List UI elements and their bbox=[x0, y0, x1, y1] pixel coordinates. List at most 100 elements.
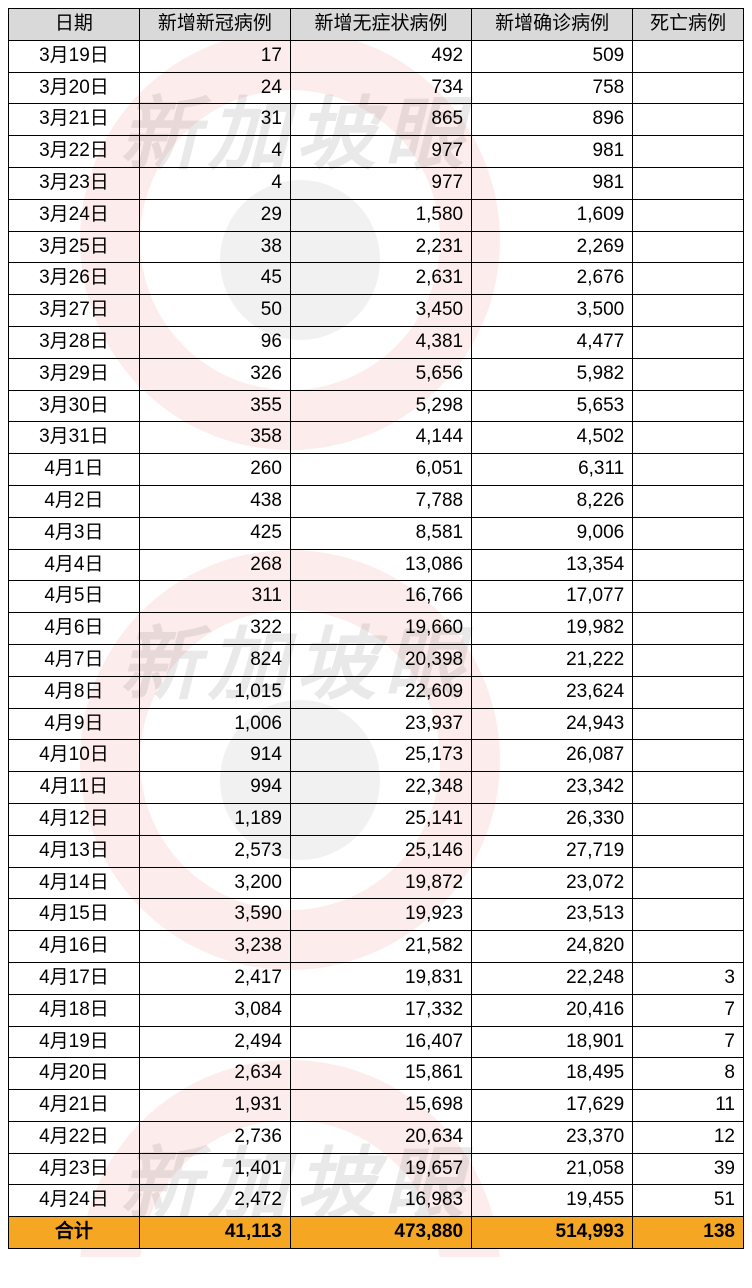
cell-deaths bbox=[633, 581, 744, 613]
cell-new-cases: 4 bbox=[139, 167, 290, 199]
table-row: 4月15日3,59019,92323,513 bbox=[9, 899, 744, 931]
cell-deaths bbox=[633, 167, 744, 199]
table-row: 3月30日3555,2985,653 bbox=[9, 390, 744, 422]
cell-asymptomatic: 19,657 bbox=[290, 1153, 471, 1185]
cell-asymptomatic: 21,582 bbox=[290, 931, 471, 963]
cell-total-asymptomatic: 473,880 bbox=[290, 1217, 471, 1249]
cell-date: 4月8日 bbox=[9, 676, 140, 708]
cell-confirmed: 26,087 bbox=[472, 740, 633, 772]
cell-confirmed: 17,077 bbox=[472, 581, 633, 613]
cell-date: 3月29日 bbox=[9, 358, 140, 390]
table-row: 3月25日382,2312,269 bbox=[9, 231, 744, 263]
cell-asymptomatic: 2,231 bbox=[290, 231, 471, 263]
cell-confirmed: 4,502 bbox=[472, 422, 633, 454]
cell-asymptomatic: 25,141 bbox=[290, 803, 471, 835]
cell-asymptomatic: 17,332 bbox=[290, 994, 471, 1026]
cell-confirmed: 9,006 bbox=[472, 517, 633, 549]
cell-asymptomatic: 20,398 bbox=[290, 644, 471, 676]
cell-confirmed: 509 bbox=[472, 40, 633, 72]
table-row: 3月19日17492509 bbox=[9, 40, 744, 72]
table-row: 4月10日91425,17326,087 bbox=[9, 740, 744, 772]
cell-asymptomatic: 865 bbox=[290, 104, 471, 136]
cell-date: 4月23日 bbox=[9, 1153, 140, 1185]
cell-deaths: 39 bbox=[633, 1153, 744, 1185]
cell-date: 4月2日 bbox=[9, 485, 140, 517]
cell-asymptomatic: 15,698 bbox=[290, 1090, 471, 1122]
cell-new-cases: 96 bbox=[139, 326, 290, 358]
cell-asymptomatic: 4,144 bbox=[290, 422, 471, 454]
table-row: 4月1日2606,0516,311 bbox=[9, 454, 744, 486]
cell-date: 4月18日 bbox=[9, 994, 140, 1026]
cell-date: 4月20日 bbox=[9, 1058, 140, 1090]
cell-asymptomatic: 19,872 bbox=[290, 867, 471, 899]
cell-date: 4月1日 bbox=[9, 454, 140, 486]
cell-asymptomatic: 5,298 bbox=[290, 390, 471, 422]
table-row: 4月14日3,20019,87223,072 bbox=[9, 867, 744, 899]
cell-new-cases: 24 bbox=[139, 72, 290, 104]
cell-confirmed: 981 bbox=[472, 167, 633, 199]
col-header-date: 日期 bbox=[9, 9, 140, 41]
col-header-confirmed: 新增确诊病例 bbox=[472, 9, 633, 41]
cell-new-cases: 2,494 bbox=[139, 1026, 290, 1058]
table-header-row: 日期 新增新冠病例 新增无症状病例 新增确诊病例 死亡病例 bbox=[9, 9, 744, 41]
cell-deaths bbox=[633, 708, 744, 740]
table-row: 4月24日2,47216,98319,45551 bbox=[9, 1185, 744, 1217]
table-row: 4月22日2,73620,63423,37012 bbox=[9, 1121, 744, 1153]
table-row: 3月23日4977981 bbox=[9, 167, 744, 199]
cell-new-cases: 3,200 bbox=[139, 867, 290, 899]
cell-new-cases: 31 bbox=[139, 104, 290, 136]
cell-deaths bbox=[633, 676, 744, 708]
cell-date: 4月12日 bbox=[9, 803, 140, 835]
cell-confirmed: 2,676 bbox=[472, 263, 633, 295]
table-row: 4月7日82420,39821,222 bbox=[9, 644, 744, 676]
cell-asymptomatic: 734 bbox=[290, 72, 471, 104]
cell-deaths bbox=[633, 326, 744, 358]
cell-date: 3月28日 bbox=[9, 326, 140, 358]
table-row: 4月13日2,57325,14627,719 bbox=[9, 835, 744, 867]
table-row: 4月2日4387,7888,226 bbox=[9, 485, 744, 517]
cell-confirmed: 23,342 bbox=[472, 772, 633, 804]
cell-asymptomatic: 22,348 bbox=[290, 772, 471, 804]
cell-asymptomatic: 5,656 bbox=[290, 358, 471, 390]
cell-date: 4月21日 bbox=[9, 1090, 140, 1122]
cell-deaths bbox=[633, 772, 744, 804]
cell-deaths bbox=[633, 231, 744, 263]
cell-new-cases: 1,015 bbox=[139, 676, 290, 708]
table-row: 3月21日31865896 bbox=[9, 104, 744, 136]
table-row: 4月4日26813,08613,354 bbox=[9, 549, 744, 581]
cell-confirmed: 24,943 bbox=[472, 708, 633, 740]
cell-confirmed: 6,311 bbox=[472, 454, 633, 486]
cell-deaths bbox=[633, 549, 744, 581]
cell-confirmed: 18,495 bbox=[472, 1058, 633, 1090]
cell-new-cases: 2,417 bbox=[139, 962, 290, 994]
cell-confirmed: 19,455 bbox=[472, 1185, 633, 1217]
cell-total-new-cases: 41,113 bbox=[139, 1217, 290, 1249]
cell-asymptomatic: 19,660 bbox=[290, 613, 471, 645]
cell-date: 4月11日 bbox=[9, 772, 140, 804]
cell-date: 4月5日 bbox=[9, 581, 140, 613]
cell-date: 4月4日 bbox=[9, 549, 140, 581]
cell-confirmed: 5,653 bbox=[472, 390, 633, 422]
cell-new-cases: 1,931 bbox=[139, 1090, 290, 1122]
table-row: 4月5日31116,76617,077 bbox=[9, 581, 744, 613]
table-row: 4月11日99422,34823,342 bbox=[9, 772, 744, 804]
cell-confirmed: 26,330 bbox=[472, 803, 633, 835]
covid-data-table: 日期 新增新冠病例 新增无症状病例 新增确诊病例 死亡病例 3月19日17492… bbox=[8, 8, 744, 1249]
table-row: 4月19日2,49416,40718,9017 bbox=[9, 1026, 744, 1058]
cell-date: 4月13日 bbox=[9, 835, 140, 867]
cell-deaths: 11 bbox=[633, 1090, 744, 1122]
cell-deaths: 7 bbox=[633, 994, 744, 1026]
cell-confirmed: 8,226 bbox=[472, 485, 633, 517]
table-row: 3月27日503,4503,500 bbox=[9, 295, 744, 327]
table-row: 3月22日4977981 bbox=[9, 136, 744, 168]
cell-asymptomatic: 19,831 bbox=[290, 962, 471, 994]
cell-deaths bbox=[633, 422, 744, 454]
cell-new-cases: 311 bbox=[139, 581, 290, 613]
cell-confirmed: 23,370 bbox=[472, 1121, 633, 1153]
cell-deaths bbox=[633, 136, 744, 168]
table-row: 4月21日1,93115,69817,62911 bbox=[9, 1090, 744, 1122]
cell-confirmed: 4,477 bbox=[472, 326, 633, 358]
cell-deaths bbox=[633, 390, 744, 422]
col-header-asymptomatic: 新增无症状病例 bbox=[290, 9, 471, 41]
cell-date: 3月19日 bbox=[9, 40, 140, 72]
